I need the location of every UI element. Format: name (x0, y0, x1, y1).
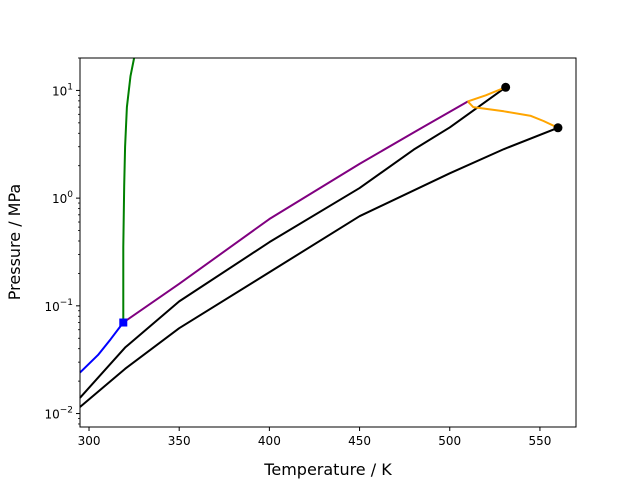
x-tick-label-5: 550 (528, 434, 551, 448)
y-axis-ticks: 10−2 10−1 100 101 (44, 57, 80, 425)
y-tick-label-3: 101 (52, 82, 73, 98)
x-tick-label-4: 500 (438, 434, 461, 448)
series-line-2 (79, 321, 125, 374)
y-tick-label-1: 10−1 (44, 298, 73, 314)
series-line-5 (467, 86, 507, 103)
marker-square-2 (119, 318, 128, 327)
y-tick-label-0: 10−2 (44, 406, 73, 422)
series-line-4 (122, 57, 136, 323)
y-axis-title: Pressure / MPa (5, 184, 24, 300)
marker-point-0 (501, 82, 511, 92)
y-tick-label-2: 100 (52, 190, 73, 206)
series-line-6 (467, 100, 559, 129)
series-line-3 (122, 100, 469, 324)
series-line-0 (79, 126, 559, 408)
series-layer (79, 57, 559, 408)
series-line-1 (79, 86, 507, 399)
x-tick-label-2: 400 (258, 434, 281, 448)
x-axis-title: Temperature / K (263, 460, 392, 479)
plot-frame (79, 57, 577, 428)
x-tick-label-0: 300 (78, 434, 101, 448)
x-tick-label-3: 450 (348, 434, 371, 448)
x-tick-label-1: 350 (168, 434, 191, 448)
marker-layer (119, 82, 563, 327)
x-axis-ticks: 300 350 400 450 500 550 (78, 427, 551, 448)
marker-point-1 (553, 123, 563, 133)
